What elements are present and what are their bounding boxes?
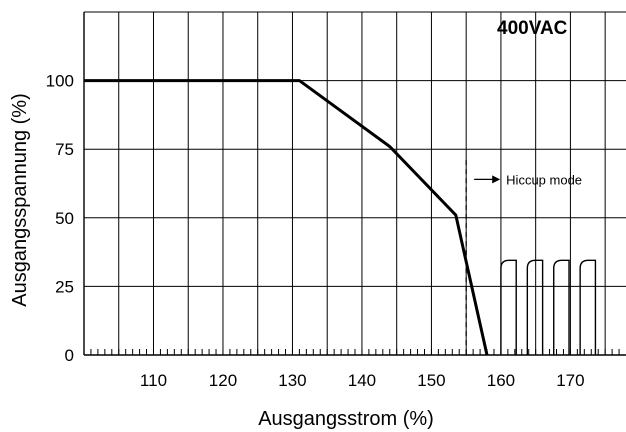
x-tick-label: 130 bbox=[278, 371, 306, 390]
series-line bbox=[84, 79, 489, 356]
hiccup-pulse bbox=[526, 259, 544, 355]
y-tick-label: 75 bbox=[55, 140, 74, 159]
axes bbox=[83, 12, 626, 356]
x-tick-label: 160 bbox=[487, 371, 515, 390]
annotation-arrowhead bbox=[492, 175, 501, 184]
x-tick-label: 110 bbox=[140, 371, 167, 390]
hiccup-pulses bbox=[500, 259, 597, 355]
x-tick-label: 120 bbox=[209, 371, 237, 390]
y-tick-label: 25 bbox=[55, 277, 74, 296]
x-tick-label: 140 bbox=[348, 371, 376, 390]
y-tick-labels: 0 25 50 75 100 bbox=[46, 72, 74, 365]
minor-ticks bbox=[90, 349, 620, 355]
hiccup-pulse bbox=[553, 259, 570, 355]
y-axis-title: Ausgangsspannung (%) bbox=[9, 93, 31, 306]
series bbox=[84, 79, 489, 356]
y-tick-label: 0 bbox=[65, 346, 74, 365]
x-tick-label: 150 bbox=[417, 371, 445, 390]
y-tick-label: 100 bbox=[46, 72, 74, 91]
hiccup-pulse bbox=[579, 259, 597, 355]
x-tick-label: 170 bbox=[556, 371, 584, 390]
annotation: Hiccup mode bbox=[474, 172, 582, 187]
voltage-badge: 400VAC bbox=[497, 18, 568, 39]
hiccup-pulse bbox=[500, 259, 517, 355]
x-tick-labels: 110 120 130 140 150 160 170 bbox=[140, 371, 585, 390]
y-tick-label: 50 bbox=[55, 209, 74, 228]
x-axis-title: Ausgangsstrom (%) bbox=[258, 408, 434, 430]
annotation-label: Hiccup mode bbox=[506, 172, 582, 187]
